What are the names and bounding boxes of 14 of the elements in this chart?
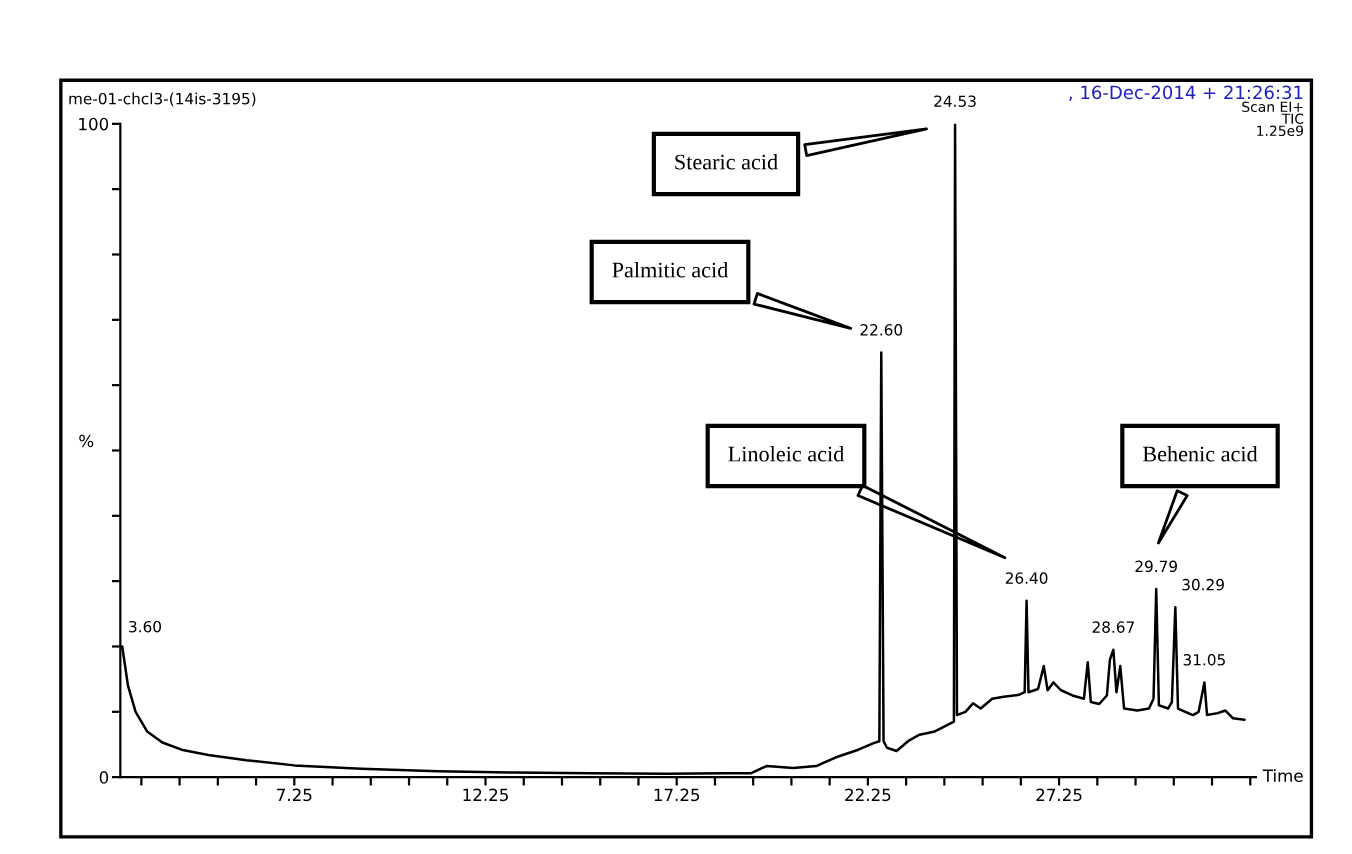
y-tick-label: 0 bbox=[99, 771, 109, 784]
x-tick-label: 27.25 bbox=[1036, 788, 1082, 802]
annotation: Linoleic acid bbox=[728, 445, 845, 462]
y-axis-title: % bbox=[79, 434, 94, 448]
x-tick-label: 22.25 bbox=[845, 788, 891, 802]
x-tick-label: 17.25 bbox=[654, 788, 700, 802]
annotation: Behenic acid bbox=[1142, 445, 1258, 462]
x-tick-label: 12.25 bbox=[463, 788, 508, 802]
x-tick-label: 7.25 bbox=[277, 788, 312, 802]
text: , 16-Dec-2014 + 21:26:31 bbox=[1069, 85, 1303, 102]
annotation: Palmitic acid bbox=[612, 261, 729, 278]
x-axis-title: Time bbox=[1262, 769, 1303, 782]
annotation: Stearic acid bbox=[675, 153, 778, 170]
y-tick-label: 100 bbox=[79, 117, 109, 131]
